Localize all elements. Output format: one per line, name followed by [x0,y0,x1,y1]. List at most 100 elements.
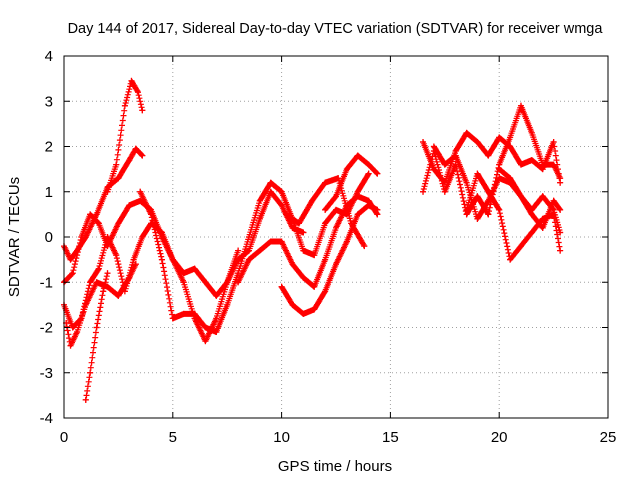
data-point [169,315,176,322]
data-point [507,256,514,263]
x-tick-labels: 0 5 10 15 20 25 [60,429,617,446]
data-point [69,324,76,331]
data-point [115,292,122,299]
data-point [158,229,165,236]
data-point [430,143,437,150]
data-point [245,256,252,263]
y-tick-label: 2 [45,139,53,156]
series-markers [104,77,146,195]
data-point [100,288,107,295]
data-point [126,274,133,281]
data-point [517,193,524,200]
data-point [322,179,329,186]
data-point [496,166,503,173]
data-point [300,274,307,281]
data-point [121,102,128,109]
data-point [474,138,481,145]
data-point [374,170,381,177]
data-point [282,211,289,218]
y-tick-label: -1 [40,274,53,291]
data-point [202,338,209,345]
data-point [278,202,285,209]
data-point [296,220,303,227]
data-point [137,188,144,195]
data-point [224,279,231,286]
data-point [267,179,274,186]
data-point [148,211,155,218]
data-point [528,157,535,164]
x-tick-label: 20 [491,429,508,446]
data-point [354,211,361,218]
data-point [361,243,368,250]
data-point [496,134,503,141]
data-point [485,188,492,195]
x-tick-label: 15 [382,429,399,446]
data-point [430,166,437,173]
data-point [507,134,514,141]
data-point [74,329,81,336]
data-point [311,252,318,259]
data-point [333,206,339,213]
x-tick-label: 10 [273,429,290,446]
data-point [420,138,427,145]
data-point [267,238,274,245]
x-axis-label: GPS time / hours [278,458,392,475]
data-point [550,211,557,218]
data-point [289,261,296,268]
data-point [139,234,146,240]
data-points [61,77,564,403]
data-point [365,161,372,168]
series-sat-f [82,270,111,403]
data-point [322,288,329,295]
data-point [528,229,535,236]
data-point [474,170,481,177]
x-tick-label: 25 [600,429,617,446]
data-point [485,197,492,204]
data-point [235,279,242,286]
data-point [452,152,459,159]
data-point [132,261,139,268]
data-point [69,270,76,277]
data-point [126,202,133,209]
data-point [256,247,263,254]
data-point [267,188,274,195]
data-point [191,265,198,272]
x-tick-label: 5 [169,429,177,446]
y-tick-label: 4 [45,48,53,65]
data-point [289,301,296,308]
data-point [256,197,263,204]
data-point [343,166,350,173]
data-point [245,247,252,254]
data-point [115,175,122,182]
data-point [343,238,350,245]
data-point [463,179,470,186]
data-point [202,279,209,286]
data-point [87,279,94,286]
y-axis-label: SDTVAR / TECUs [6,177,23,297]
data-point [322,256,329,263]
axis-ticks [63,55,609,419]
data-point [130,256,137,263]
data-point [335,175,342,182]
x-tick-label: 0 [60,429,68,446]
data-point [539,161,546,168]
data-point [115,220,122,227]
data-point [202,324,209,331]
data-point [528,211,535,218]
series-sat-p [496,166,564,231]
data-point [517,243,524,250]
data-point [539,224,546,231]
series-sat-b [104,77,146,195]
series-sat-i [278,202,381,317]
data-point [333,261,339,268]
y-tick-label: 1 [45,184,53,201]
data-point [322,206,329,213]
data-point [78,234,85,240]
data-point [191,310,198,317]
y-tick-label: -3 [40,365,53,382]
data-point [180,310,187,317]
data-point [300,229,307,236]
data-point [278,283,285,290]
data-point [82,396,89,403]
